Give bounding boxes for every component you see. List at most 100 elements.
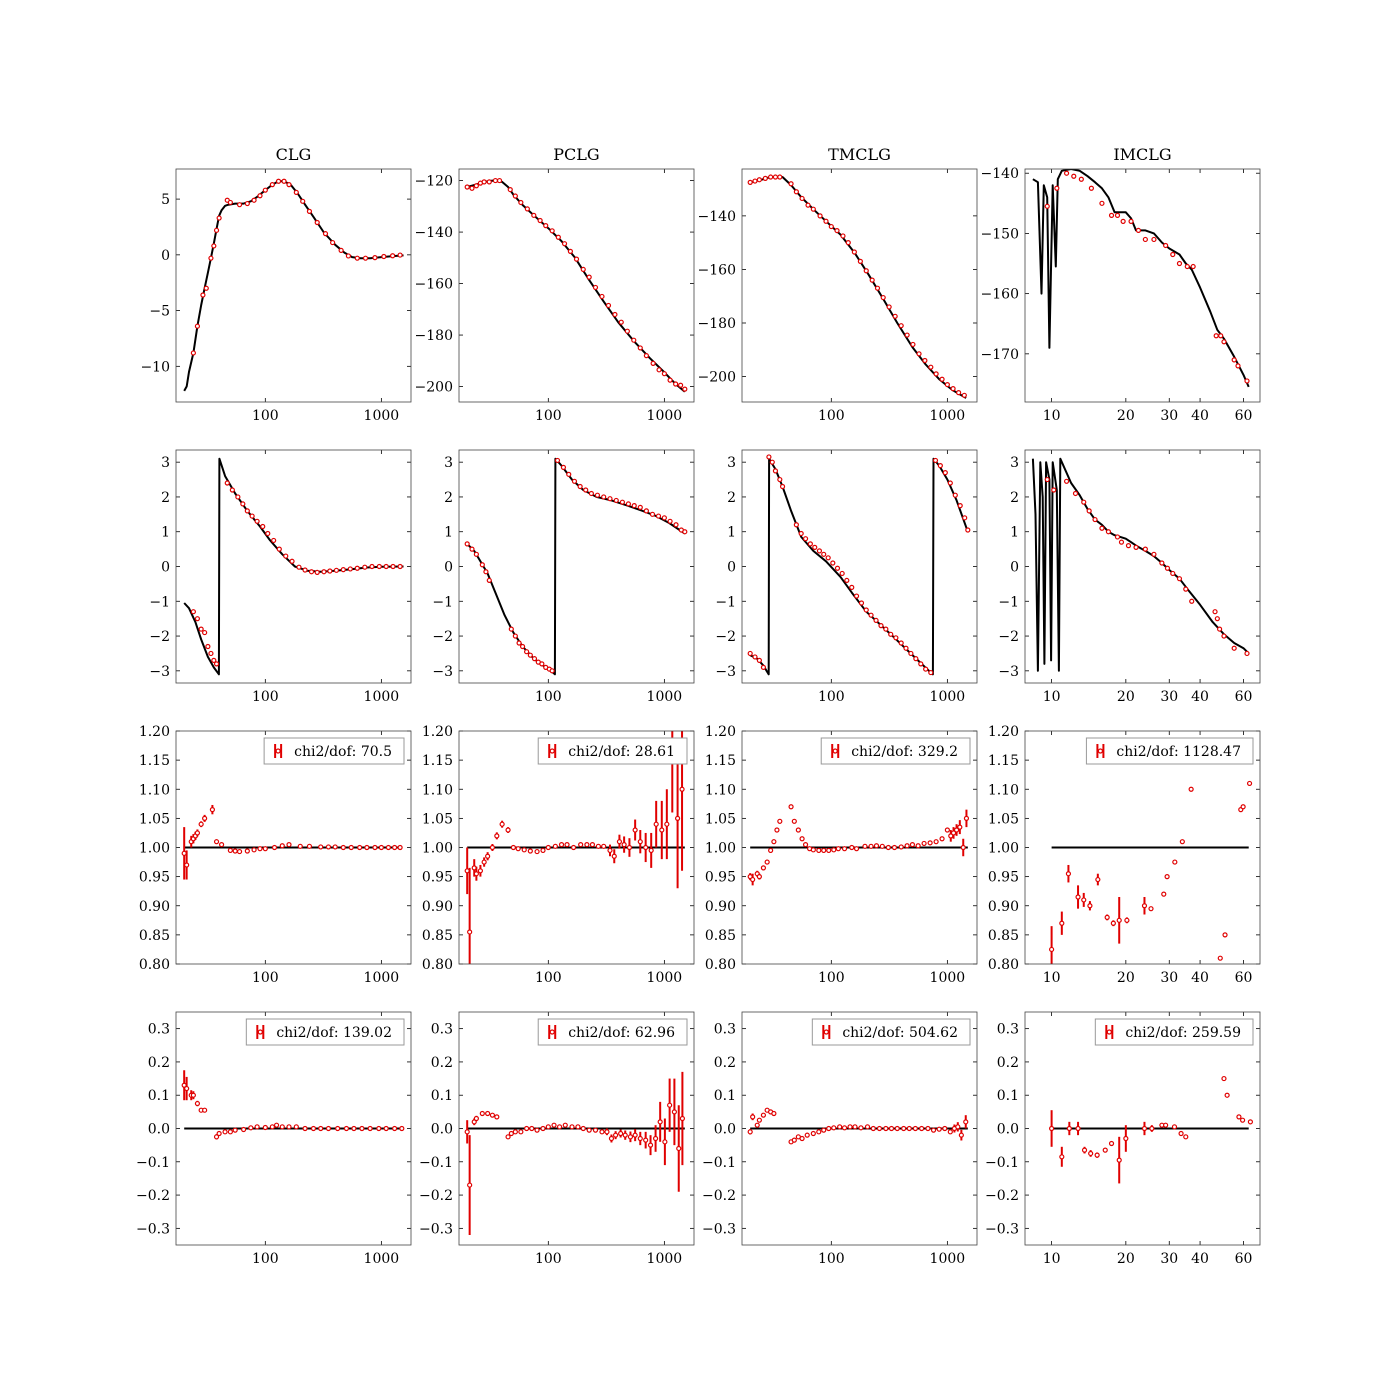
y-tick-label: −2 bbox=[998, 629, 1019, 645]
data-point bbox=[835, 846, 841, 852]
y-tick-label: −160 bbox=[698, 262, 736, 278]
data-point bbox=[499, 821, 505, 827]
data-point bbox=[1235, 363, 1241, 369]
data-point bbox=[1072, 490, 1079, 497]
data-point bbox=[952, 492, 958, 498]
legend-marker bbox=[257, 1029, 263, 1035]
y-tick-label: −1 bbox=[715, 594, 736, 610]
data-point bbox=[1244, 650, 1250, 657]
data-point bbox=[613, 497, 619, 504]
data-point bbox=[1247, 1119, 1254, 1125]
legend-marker bbox=[832, 748, 838, 754]
data-point bbox=[649, 511, 656, 517]
data-point bbox=[251, 197, 257, 203]
y-tick-label: 0.0 bbox=[997, 1122, 1019, 1138]
x-tick-label: 100 bbox=[818, 1251, 845, 1267]
y-tick-label: 1.20 bbox=[705, 724, 736, 740]
data-point bbox=[873, 617, 879, 624]
data-point bbox=[1142, 236, 1148, 243]
data-point bbox=[1128, 218, 1134, 224]
data-point bbox=[618, 1130, 624, 1137]
data-point bbox=[202, 815, 208, 821]
data-point bbox=[880, 294, 886, 301]
data-point bbox=[821, 847, 827, 854]
x-tick-label: 100 bbox=[535, 1251, 562, 1267]
data-point bbox=[873, 843, 880, 849]
data-point bbox=[327, 568, 333, 574]
y-tick-label: 0 bbox=[1010, 560, 1019, 576]
data-point bbox=[868, 612, 874, 618]
data-point bbox=[1212, 609, 1218, 615]
panel-phase-difference-clg: −0.3 −0.2 −0.1 0.0 0.1 0.2 0.3 100 1000 chi2/dof:… bbox=[136, 1011, 412, 1267]
data-point bbox=[626, 844, 633, 851]
data-point bbox=[539, 661, 545, 667]
data-point bbox=[383, 1125, 389, 1132]
axes-frame bbox=[1024, 730, 1261, 965]
data-point bbox=[545, 1124, 551, 1130]
data-point bbox=[671, 1109, 677, 1115]
data-point bbox=[306, 208, 313, 214]
x-tick-label: 1000 bbox=[647, 1251, 683, 1267]
data-point bbox=[1075, 894, 1081, 900]
panel-amplitude-clg: CLG −10 −5 0 5 100 1000 bbox=[140, 145, 412, 424]
panel-ratio-tmclg: 0.80 0.85 0.90 0.95 1.00 1.05 1.10 1.15 1.20 100 1… bbox=[705, 724, 978, 986]
data-point bbox=[190, 609, 196, 615]
data-point bbox=[816, 847, 822, 854]
data-point bbox=[788, 181, 794, 187]
data-point bbox=[229, 487, 235, 493]
data-point bbox=[1044, 476, 1050, 483]
data-point bbox=[521, 847, 527, 853]
data-point bbox=[310, 1125, 317, 1132]
data-point bbox=[354, 255, 360, 261]
y-tick-label: 5 bbox=[161, 192, 170, 208]
data-point bbox=[1216, 626, 1223, 632]
data-point bbox=[1071, 173, 1077, 179]
legend-box bbox=[1094, 1018, 1254, 1046]
data-point bbox=[362, 564, 368, 570]
legend-marker bbox=[549, 1029, 555, 1035]
data-point bbox=[802, 841, 809, 848]
data-point bbox=[1044, 203, 1050, 209]
panel-ratio-imclg: 0.80 0.85 0.90 0.95 1.00 1.05 1.10 1.15 1.20 10 20… bbox=[988, 724, 1261, 986]
plot-area bbox=[747, 1107, 969, 1145]
model-curve bbox=[466, 179, 686, 393]
data-point bbox=[953, 827, 960, 833]
y-tick-label: 0.85 bbox=[139, 928, 170, 944]
data-point bbox=[1081, 499, 1087, 505]
model-curve bbox=[183, 180, 404, 392]
data-point bbox=[283, 553, 289, 559]
data-point bbox=[1188, 786, 1194, 792]
data-point bbox=[269, 1124, 275, 1130]
data-point bbox=[314, 219, 320, 226]
y-tick-label: 3 bbox=[444, 455, 453, 471]
data-point bbox=[891, 844, 898, 851]
axes-frame bbox=[1024, 1011, 1261, 1246]
data-point bbox=[202, 629, 208, 636]
x-tick-label: 1000 bbox=[647, 408, 683, 424]
data-point bbox=[961, 392, 967, 398]
data-point bbox=[273, 1122, 280, 1128]
data-point bbox=[512, 193, 518, 199]
data-point bbox=[760, 865, 767, 871]
data-point bbox=[338, 247, 344, 253]
data-point bbox=[552, 843, 558, 849]
legend: chi2/dof: 1128.47 bbox=[1085, 737, 1254, 765]
data-point bbox=[372, 844, 378, 851]
data-point bbox=[661, 515, 667, 521]
x-tick-label: 100 bbox=[818, 970, 845, 986]
data-point bbox=[527, 848, 533, 854]
plot-area bbox=[1049, 1021, 1254, 1184]
data-point bbox=[241, 1126, 247, 1133]
data-point bbox=[505, 827, 511, 833]
data-point bbox=[679, 786, 685, 792]
data-point bbox=[756, 874, 762, 880]
y-tick-label: 2 bbox=[444, 490, 453, 506]
data-point bbox=[551, 1122, 557, 1128]
data-point bbox=[232, 1127, 238, 1133]
data-point bbox=[960, 844, 966, 851]
x-tick-label: 20 bbox=[1117, 408, 1135, 424]
data-point bbox=[766, 454, 772, 460]
x-tick-label: 1000 bbox=[364, 408, 400, 424]
data-point bbox=[1217, 955, 1223, 961]
data-point bbox=[549, 228, 555, 234]
